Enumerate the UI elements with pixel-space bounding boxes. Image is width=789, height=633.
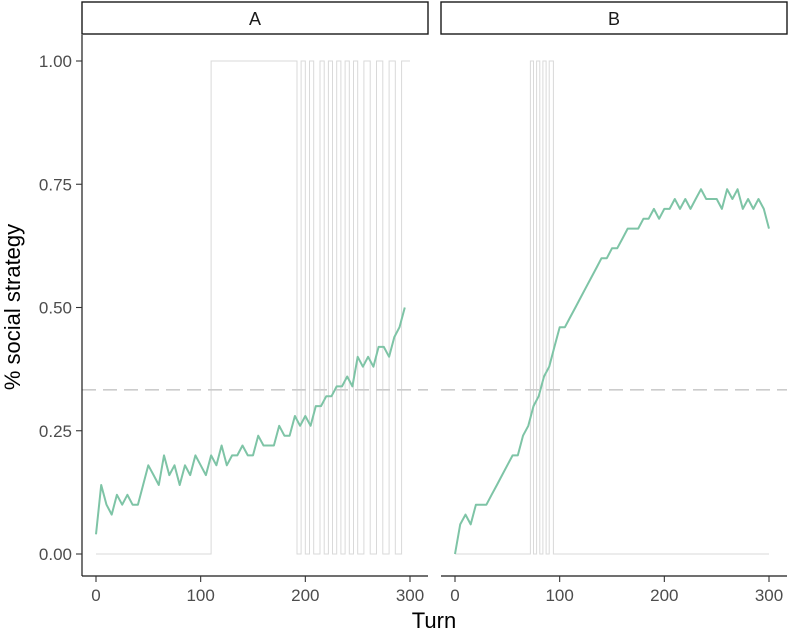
panel-b-x-tick-label: 200	[650, 586, 678, 605]
panel-b-x-tick-label: 300	[755, 586, 783, 605]
panel-b-mean-series	[454, 188, 770, 555]
panel-a-x-tick-label: 100	[186, 586, 214, 605]
y-tick-label: 0.25	[39, 422, 72, 441]
panel-b: B 0 100 200 300	[440, 1, 788, 605]
panel-a-strip-label: A	[249, 9, 261, 29]
panel-b-strip	[440, 1, 788, 35]
panel-a-x-tick-label: 200	[291, 586, 319, 605]
y-tick-label: 0.50	[39, 299, 72, 318]
y-axis-title: % social strategy	[0, 224, 25, 390]
panel-a-x-ticks: 0 100 200 300	[91, 576, 424, 605]
panel-b-x-ticks: 0 100 200 300	[450, 576, 783, 605]
panel-b-x-tick-label: 0	[450, 586, 459, 605]
y-tick-label: 1.00	[39, 52, 72, 71]
x-axis-title: Turn	[412, 608, 456, 633]
panel-a: A 0 100 200 300	[81, 1, 429, 605]
panel-b-plot-area	[441, 60, 787, 555]
panel-a-x-tick-label: 300	[396, 586, 424, 605]
y-tick-label: 0.00	[39, 545, 72, 564]
panel-b-switch-series	[455, 60, 769, 555]
panel-a-x-tick-label: 0	[91, 586, 100, 605]
panel-b-strip-label: B	[608, 9, 620, 29]
y-axis-ticks: 0.00 0.25 0.50 0.75 1.00	[39, 52, 82, 564]
panel-a-switch-series	[96, 60, 410, 555]
panel-a-strip	[81, 1, 429, 35]
panel-a-mean-series	[95, 307, 406, 535]
panel-a-plot-area	[82, 60, 428, 555]
y-tick-label: 0.75	[39, 175, 72, 194]
panel-b-x-tick-label: 100	[545, 586, 573, 605]
